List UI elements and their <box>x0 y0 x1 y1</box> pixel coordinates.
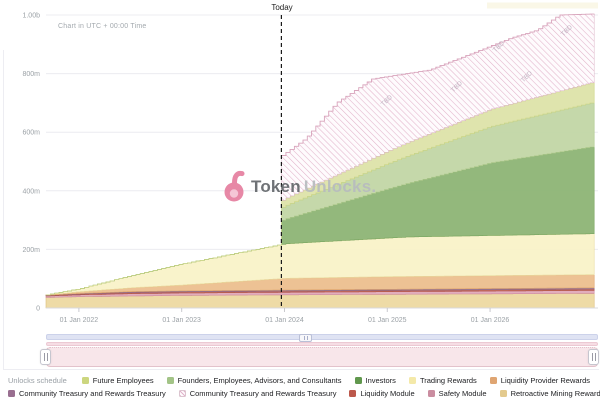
x-axis-tick-label: 01 Jan 2024 <box>265 317 304 324</box>
legend-item-label: Future Employees <box>92 376 154 385</box>
legend-item-label: Liquidity Module <box>360 389 415 398</box>
legend-item[interactable]: Safety Module <box>427 389 487 398</box>
legend-swatch <box>8 390 15 397</box>
legend-swatch <box>354 377 362 384</box>
brand-text-dark: Token <box>251 176 301 196</box>
legend-item-label: Community Treasury and Rewards Treasury <box>189 389 337 398</box>
navigator-zoom-bar[interactable] <box>46 334 598 342</box>
tbd-top-edge <box>281 13 595 156</box>
x-axis-tick-label: 01 Jan 2026 <box>471 317 510 324</box>
y-axis-tick-label: 800m <box>22 71 40 78</box>
legend-item-label: Safety Module <box>438 389 487 398</box>
legend-swatch <box>81 377 89 384</box>
legend-swatch-hatched <box>178 390 186 397</box>
y-axis-tick-label: 400m <box>22 188 40 195</box>
x-axis-tick-label: 01 Jan 2022 <box>60 317 99 324</box>
legend-item[interactable]: Retroactive Mining Rewards <box>499 389 600 398</box>
legend-item-label: Retroactive Mining Rewards <box>510 389 600 398</box>
legend-swatch <box>166 377 174 384</box>
legend-row-2: Community Treasury and Rewards Treasury C… <box>8 389 600 398</box>
card-border-left <box>3 50 4 369</box>
today-label: Today <box>271 3 293 12</box>
legend-item[interactable]: Community Treasury and Rewards Treasury <box>8 389 166 398</box>
unlock-schedule-chart[interactable]: 1.00b 800m 600m 400m 200m 0 TBD TBD TBD TBD TBD 01 … <box>0 0 600 330</box>
legend-item[interactable]: Liquidity Module <box>349 389 415 398</box>
stacked-area-chart-canvas[interactable]: 1.00b800m600m400m200m0TBDTBDTBDTBDTBD01 … <box>0 0 600 330</box>
legend-swatch <box>489 377 497 384</box>
legend-item-label: Community Treasury and Rewards Treasury <box>19 389 166 398</box>
legend-item[interactable]: Trading Rewards <box>408 376 477 385</box>
legend-item[interactable]: Community Treasury and Rewards Treasury <box>178 389 337 398</box>
legend-item[interactable]: Founders, Employees, Advisors, and Consu… <box>166 376 342 385</box>
legend: Unlocks schedule Future Employees Founder… <box>8 376 600 402</box>
area-band[interactable] <box>46 81 595 296</box>
navigator-zoom-handle[interactable] <box>299 334 312 342</box>
navigator-range-selection[interactable] <box>46 347 598 367</box>
legend-swatch <box>427 390 435 397</box>
legend-item-label: Founders, Employees, Advisors, and Consu… <box>177 376 342 385</box>
legend-title: Unlocks schedule <box>8 376 67 385</box>
y-axis-tick-label: 0 <box>36 306 40 313</box>
top-right-strip <box>487 2 598 9</box>
legend-item-label: Trading Rewards <box>419 376 477 385</box>
y-axis-tick-label: 1.00b <box>22 13 40 20</box>
x-axis-tick-label: 01 Jan 2023 <box>162 317 201 324</box>
y-axis-tick-label: 200m <box>22 247 40 254</box>
utc-timezone-note: Chart in UTC + 00:00 Time <box>58 23 147 30</box>
tokenunlocks-watermark: Token Unlocks. <box>221 170 376 203</box>
legend-swatch <box>499 390 507 397</box>
navigator-mini-track[interactable] <box>46 342 598 346</box>
navigator-right-handle[interactable] <box>588 349 599 365</box>
legend-item[interactable]: Investors <box>354 376 396 385</box>
brand-text-light: Unlocks. <box>303 176 377 196</box>
x-axis-tick-label: 01 Jan 2025 <box>368 317 407 324</box>
legend-item-label: Liquidity Provider Rewards <box>500 376 590 385</box>
legend-swatch <box>408 377 416 384</box>
legend-row-1: Unlocks schedule Future Employees Founder… <box>8 376 596 385</box>
legend-item[interactable]: Liquidity Provider Rewards <box>489 376 590 385</box>
legend-swatch <box>349 390 357 397</box>
card-border-bottom <box>3 369 599 370</box>
padlock-icon <box>224 170 245 202</box>
legend-item-label: Investors <box>365 376 396 385</box>
navigator-left-handle[interactable] <box>40 349 51 365</box>
y-axis-tick-label: 600m <box>22 130 40 137</box>
legend-item[interactable]: Future Employees <box>81 376 154 385</box>
